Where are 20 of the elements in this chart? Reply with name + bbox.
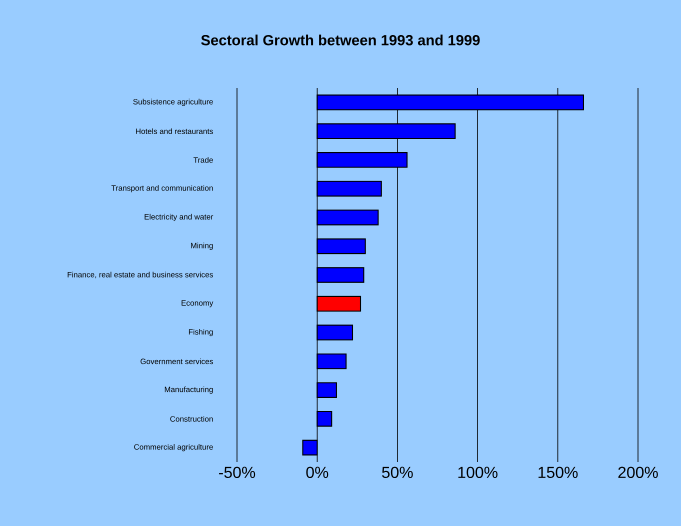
bar <box>302 440 318 456</box>
bar <box>316 324 354 340</box>
bar <box>316 296 362 312</box>
bar <box>316 238 366 254</box>
bar <box>316 152 408 168</box>
bar <box>316 94 584 110</box>
x-tick-label: 100% <box>458 466 498 478</box>
bar <box>316 267 364 283</box>
bar <box>316 180 382 197</box>
bar <box>316 210 379 226</box>
x-tick-label: 0% <box>306 466 328 478</box>
x-tick-label: 150% <box>538 466 578 478</box>
chart-title: Sectoral Growth between 1993 and 1999 <box>201 34 480 46</box>
x-tick-label: 50% <box>382 466 413 478</box>
bar <box>316 382 337 398</box>
bar <box>316 410 332 427</box>
bar <box>316 123 456 140</box>
x-tick-label: -50% <box>219 466 256 478</box>
x-tick-label: 200% <box>618 466 658 478</box>
bar <box>316 353 347 370</box>
